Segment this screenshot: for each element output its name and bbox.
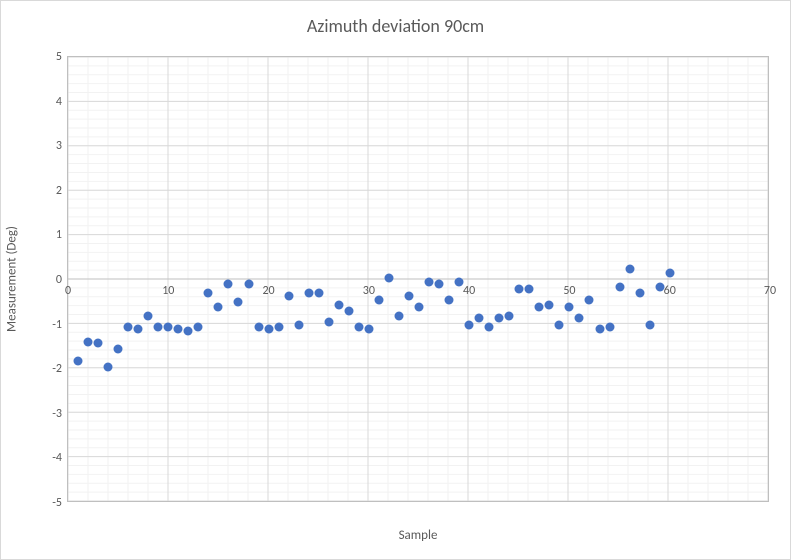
data-point: [384, 273, 393, 282]
data-point: [234, 298, 243, 307]
data-point: [475, 313, 484, 322]
data-point: [665, 269, 674, 278]
y-tick-label: -1: [52, 318, 62, 332]
data-point: [495, 313, 504, 322]
data-point: [294, 320, 303, 329]
chart-title: Azimuth deviation 90cm: [1, 15, 790, 37]
y-tick-label: -4: [52, 451, 62, 465]
data-point: [555, 320, 564, 329]
data-point: [515, 284, 524, 293]
x-tick-label: 70: [764, 284, 776, 298]
data-point: [324, 318, 333, 327]
data-point: [144, 311, 153, 320]
data-point: [615, 282, 624, 291]
data-point: [425, 278, 434, 287]
data-point: [304, 289, 313, 298]
data-point: [164, 322, 173, 331]
data-point: [505, 311, 514, 320]
data-point: [214, 302, 223, 311]
data-point: [595, 325, 604, 334]
chart-container: Azimuth deviation 90cm -5-4-3-2-10123450…: [0, 0, 791, 560]
y-tick-label: 0: [56, 273, 62, 287]
y-tick-label: 5: [56, 50, 62, 64]
data-point: [545, 300, 554, 309]
x-axis-title: Sample: [67, 528, 769, 543]
data-point: [575, 313, 584, 322]
data-point: [74, 357, 83, 366]
data-point: [645, 320, 654, 329]
data-point: [535, 302, 544, 311]
data-point: [435, 280, 444, 289]
data-point: [274, 322, 283, 331]
points-layer: [68, 57, 768, 501]
data-point: [635, 289, 644, 298]
data-point: [625, 264, 634, 273]
data-point: [525, 284, 534, 293]
x-tick-label: 10: [162, 284, 174, 298]
data-point: [124, 322, 133, 331]
data-point: [364, 325, 373, 334]
data-point: [284, 291, 293, 300]
y-tick-label: -2: [52, 362, 62, 376]
data-point: [94, 339, 103, 348]
data-point: [254, 322, 263, 331]
data-point: [465, 320, 474, 329]
data-point: [194, 322, 203, 331]
data-point: [84, 338, 93, 347]
data-point: [104, 362, 113, 371]
y-tick-label: 2: [56, 184, 62, 198]
data-point: [224, 280, 233, 289]
data-point: [354, 322, 363, 331]
data-point: [204, 289, 213, 298]
y-tick-label: 3: [56, 139, 62, 153]
data-point: [585, 296, 594, 305]
data-point: [134, 325, 143, 334]
data-point: [445, 296, 454, 305]
data-point: [174, 325, 183, 334]
data-point: [334, 300, 343, 309]
data-point: [264, 325, 273, 334]
x-tick-label: 0: [65, 284, 71, 298]
x-tick-label: 60: [664, 284, 676, 298]
y-tick-label: -5: [52, 496, 62, 510]
plot-area: -5-4-3-2-1012345010203040506070: [67, 56, 769, 502]
data-point: [344, 307, 353, 316]
data-point: [244, 280, 253, 289]
data-point: [394, 311, 403, 320]
y-tick-label: -3: [52, 407, 62, 421]
data-point: [565, 302, 574, 311]
data-point: [114, 345, 123, 354]
y-tick-label: 4: [56, 95, 62, 109]
data-point: [184, 327, 193, 336]
data-point: [154, 322, 163, 331]
y-axis-title: Measurement (Deg): [5, 226, 20, 332]
data-point: [605, 322, 614, 331]
data-point: [415, 302, 424, 311]
data-point: [404, 291, 413, 300]
data-point: [374, 296, 383, 305]
x-tick-label: 40: [463, 284, 475, 298]
data-point: [485, 322, 494, 331]
x-tick-label: 20: [262, 284, 274, 298]
y-tick-label: 1: [56, 228, 62, 242]
x-tick-label: 30: [363, 284, 375, 298]
data-point: [314, 289, 323, 298]
x-tick-label: 50: [563, 284, 575, 298]
